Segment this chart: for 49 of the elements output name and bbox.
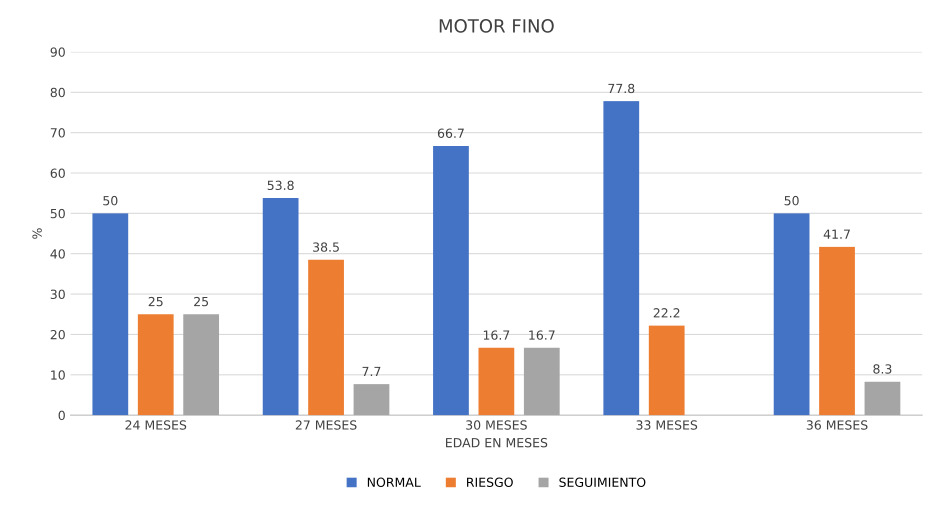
data-label: 22.2 — [654, 308, 680, 318]
x-tick-label: 24 MESES — [125, 420, 186, 430]
bar — [138, 314, 174, 416]
data-label: 50 — [784, 196, 799, 206]
data-label: 77.8 — [608, 84, 634, 94]
y-tick-label: 80 — [50, 88, 65, 98]
data-label: 16.7 — [529, 330, 555, 340]
x-tick-label: 36 MESES — [806, 420, 868, 430]
bar — [262, 198, 299, 416]
chart-title: MOTOR FINO — [440, 19, 554, 33]
data-label: 66.7 — [438, 128, 464, 138]
bar — [92, 213, 128, 416]
bar — [864, 382, 900, 416]
data-label: 25 — [148, 296, 163, 306]
y-axis-title: % — [32, 228, 42, 239]
x-tick-label: 30 MESES — [466, 420, 527, 430]
y-tick-label: 70 — [50, 128, 65, 138]
bar — [524, 348, 560, 416]
data-label: 8.3 — [873, 364, 892, 374]
bar — [433, 146, 469, 416]
bar — [819, 246, 855, 416]
y-tick-label: 50 — [50, 208, 65, 218]
data-label: 50 — [103, 196, 118, 206]
bar — [478, 348, 514, 416]
y-tick-label: 90 — [50, 47, 65, 57]
legend-label: NORMAL — [368, 478, 421, 487]
bar — [183, 314, 220, 416]
data-label: 7.7 — [362, 366, 380, 376]
bar — [648, 326, 685, 416]
bar — [774, 213, 810, 416]
data-label: 41.7 — [824, 230, 850, 239]
y-tick-label: 20 — [50, 330, 65, 340]
bar — [354, 384, 390, 416]
data-label: 38.5 — [313, 242, 339, 252]
data-label: 53.8 — [268, 180, 294, 190]
y-tick-label: 40 — [50, 249, 65, 259]
data-label: 25 — [194, 296, 208, 306]
y-tick-label: 30 — [50, 290, 65, 300]
y-tick-label: 10 — [51, 370, 65, 380]
data-label: 16.7 — [484, 330, 510, 340]
x-tick-label: 33 MESES — [636, 420, 698, 430]
x-axis-title: EDAD EN MESES — [446, 438, 548, 448]
y-tick-label: 0 — [58, 410, 65, 420]
legend-label: SEGUIMIENTO — [559, 478, 646, 487]
bar — [603, 101, 640, 416]
legend-label: RIESGO — [467, 478, 513, 487]
bar — [308, 260, 344, 416]
y-tick-label: 60 — [50, 168, 65, 178]
x-tick-label: 27 MESES — [296, 420, 357, 430]
